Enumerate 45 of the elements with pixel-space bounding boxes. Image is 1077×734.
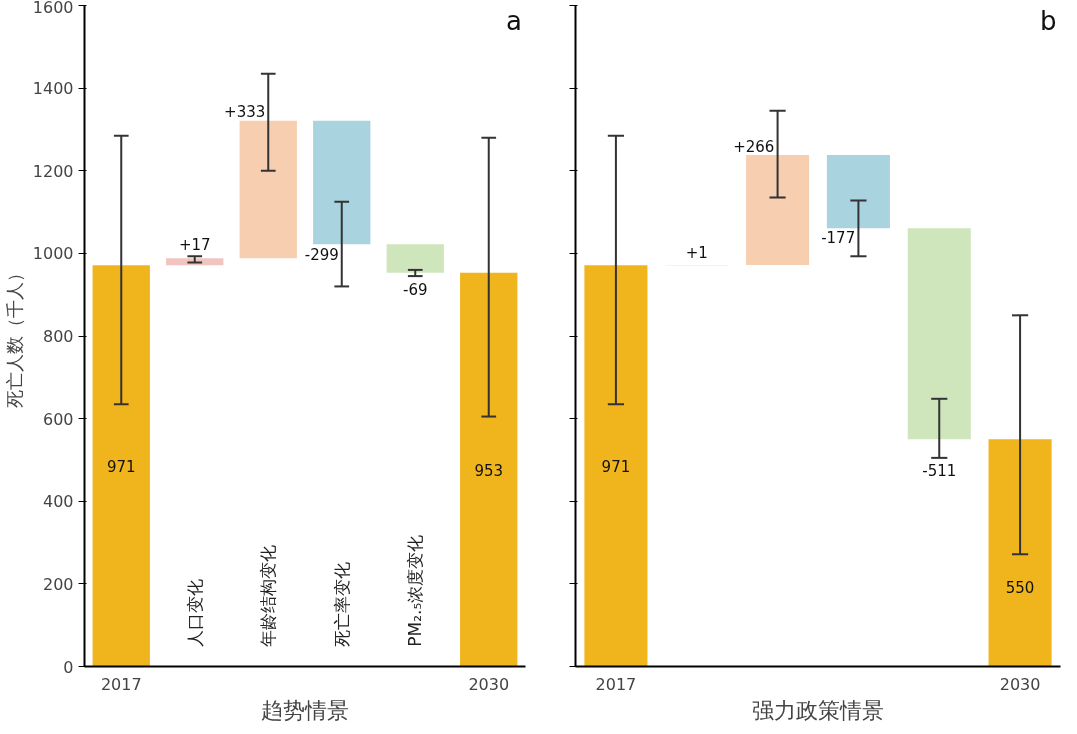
bar: [239, 120, 297, 259]
bar: [386, 244, 444, 273]
x-tick-label: PM₂.₅浓度变化: [405, 534, 426, 647]
data-label: -511: [922, 462, 957, 481]
bar: [988, 439, 1052, 667]
data-label: 953: [474, 461, 504, 480]
y-tick-label: 1200: [32, 161, 74, 181]
x-tick-label: 人口变化: [184, 578, 205, 647]
data-label: -299: [304, 245, 339, 264]
data-label: +1: [685, 244, 708, 263]
y-tick-label: 0: [63, 657, 74, 677]
data-label: 971: [601, 457, 631, 476]
bar: [584, 265, 648, 667]
data-label: +333: [224, 103, 266, 122]
data-label: 971: [106, 457, 136, 476]
y-tick-label: 1000: [32, 244, 74, 264]
y-tick-label: 1600: [32, 0, 74, 17]
annotation: a: [505, 5, 522, 36]
data-label: +266: [733, 137, 775, 156]
data-label: +17: [178, 235, 211, 254]
x-axis-title: 趋势情景: [261, 697, 349, 723]
y-axis-title: 死亡人数（千人）: [3, 264, 25, 408]
y-tick-label: 800: [42, 327, 74, 346]
y-tick-label: 600: [42, 409, 74, 429]
bar: [460, 272, 518, 667]
data-label: -69: [403, 280, 428, 299]
y-tick-label: 400: [42, 492, 74, 512]
bar: [746, 155, 810, 265]
x-axis-title: 强力政策情景: [752, 697, 884, 723]
bar: [166, 258, 224, 266]
x-tick-label: 2017: [100, 674, 142, 694]
data-label: 550: [1005, 579, 1035, 598]
y-tick-label: 200: [42, 574, 74, 594]
x-tick-label: 2017: [595, 674, 637, 694]
bar: [826, 155, 890, 229]
x-tick-label: 2030: [999, 674, 1041, 694]
data-label: -177: [821, 229, 856, 248]
y-tick-label: 1400: [32, 79, 74, 99]
annotation: b: [1039, 5, 1057, 36]
bar: [907, 228, 971, 440]
x-tick-label: 2030: [468, 674, 510, 694]
x-tick-label: 年龄结构变化: [258, 544, 279, 647]
x-tick-label: 死亡率变化: [331, 561, 352, 647]
bar: [313, 120, 371, 245]
bar: [92, 265, 150, 667]
